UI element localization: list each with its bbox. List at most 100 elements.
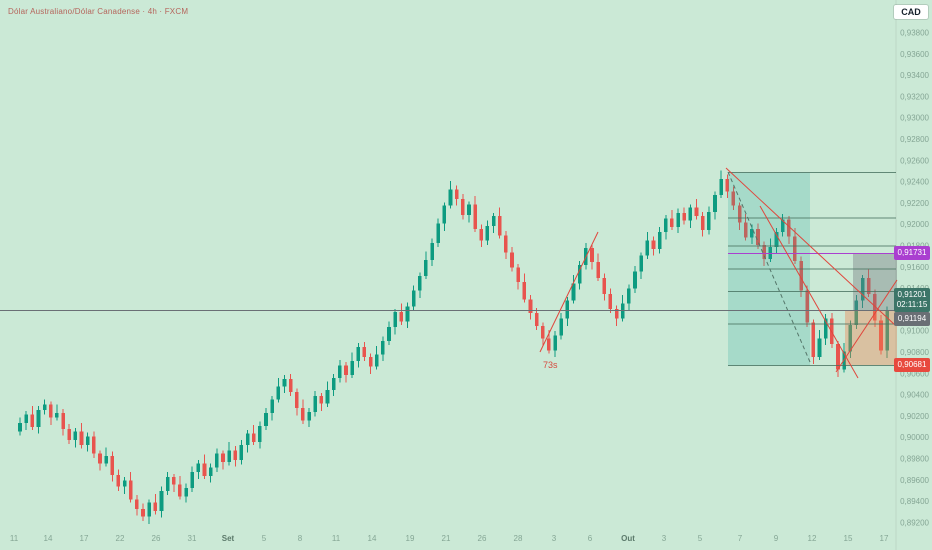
candle-body (663, 218, 668, 233)
price-tick-label: 0,93000 (900, 114, 929, 123)
time-tick-label: 3 (662, 534, 667, 543)
trend-line[interactable] (725, 167, 896, 326)
candle-body (233, 450, 238, 461)
candle-body (98, 453, 102, 464)
candle-body (30, 414, 35, 428)
time-tick-label: Set (222, 534, 235, 543)
candle-body (743, 222, 748, 238)
candle-body (350, 361, 354, 375)
time-tick-label: 14 (44, 534, 53, 543)
candle-body (467, 204, 471, 216)
candle-body (331, 378, 336, 390)
candle-body (454, 189, 459, 200)
price-label-red: 0,90681 (894, 358, 930, 373)
candle-body (442, 205, 447, 224)
time-tick-label: 5 (698, 534, 703, 543)
gray-zone-box[interactable] (853, 253, 897, 310)
candle-body (79, 431, 84, 446)
candle-body (122, 480, 127, 487)
candle-body (264, 413, 268, 426)
time-tick-label: 14 (368, 534, 377, 543)
candle-body (73, 431, 78, 440)
currency-cad-button[interactable]: CAD (894, 5, 928, 19)
candle-body (596, 261, 600, 278)
candle-body (356, 347, 361, 362)
time-tick-label: 22 (116, 534, 125, 543)
price-tick-label: 0,89800 (900, 455, 929, 464)
price-tick-label: 0,89400 (900, 497, 929, 506)
candle-body (128, 480, 133, 500)
price-label-gray: 0,91194 (894, 311, 930, 326)
time-tick-label: 11 (332, 534, 341, 543)
candle-body (430, 242, 434, 260)
candle-body (135, 499, 139, 510)
candle-body (141, 509, 145, 517)
horizontal-lines[interactable] (0, 252, 896, 312)
time-tick-label: 3 (552, 534, 557, 543)
price-tick-label: 0,90400 (900, 391, 929, 400)
candle-body (301, 407, 305, 421)
candle-body (344, 365, 348, 375)
symbol-title: Dólar Australiano/Dólar Canadense · 4h ·… (8, 7, 189, 16)
candle-body (879, 320, 883, 351)
time-tick-label: 17 (80, 534, 89, 543)
candle-body (688, 207, 693, 221)
candle-body (504, 235, 508, 253)
price-tick-label: 0,91800 (900, 242, 929, 251)
candle-body (436, 223, 440, 243)
candle-body (516, 267, 520, 283)
candle-body (836, 343, 840, 370)
candle-body (577, 265, 582, 284)
orange-zone-box[interactable] (845, 309, 897, 366)
candle-body (823, 318, 828, 339)
candle-body (424, 259, 428, 276)
candle-body (196, 463, 201, 472)
candle-body (848, 324, 853, 352)
time-tick-label: 31 (188, 534, 197, 543)
candle-body (405, 306, 410, 322)
candle-body (307, 412, 311, 421)
candle-body (362, 347, 367, 357)
candle-body (756, 228, 760, 245)
candle-body (393, 312, 397, 327)
time-axis[interactable]: 11 14 17 22 26 31 Set 5 8 11 14 19 21 26 28 3 6 Out 3 5 7 9 12… (10, 534, 889, 543)
candle-body (184, 487, 188, 497)
candle-body (651, 240, 656, 250)
candle-body (325, 389, 330, 404)
price-tick-label: 0,93800 (900, 29, 929, 38)
fib-level-lines[interactable] (728, 172, 896, 366)
candle-body (374, 354, 379, 367)
candle-body (602, 277, 607, 294)
candle-body (258, 425, 262, 442)
candle-body (36, 410, 41, 428)
candle-body (805, 290, 809, 323)
candle-body (165, 477, 170, 491)
price-axis[interactable]: 0,93800 0,93600 0,93400 0,93200 0,93000 0,928… (895, 0, 930, 550)
candle-body (633, 271, 637, 289)
candle-body (294, 391, 299, 408)
candle-body (251, 433, 256, 442)
candle-body (725, 178, 730, 192)
candle-body (571, 283, 576, 301)
candle-body (110, 455, 115, 475)
candle-body (92, 436, 96, 454)
candle-body (793, 236, 797, 261)
trend-line[interactable] (759, 205, 859, 379)
bar-countdown: 02:11:15 (896, 299, 928, 309)
trend-lines[interactable] (539, 167, 898, 379)
time-tick-label: 17 (880, 534, 889, 543)
time-tick-label: 11 (10, 534, 19, 543)
trend-line[interactable] (539, 231, 599, 353)
price-tick-label: 0,92600 (900, 156, 929, 165)
candle-body (762, 244, 766, 259)
candle-body (473, 204, 477, 229)
candle-body (774, 232, 779, 248)
candle-body (381, 340, 385, 355)
candle-body (55, 413, 59, 418)
candle-body (657, 232, 662, 250)
candle-body (670, 218, 674, 227)
candle-body (61, 413, 65, 430)
trend-line[interactable] (835, 279, 898, 373)
candle-body (786, 219, 791, 237)
